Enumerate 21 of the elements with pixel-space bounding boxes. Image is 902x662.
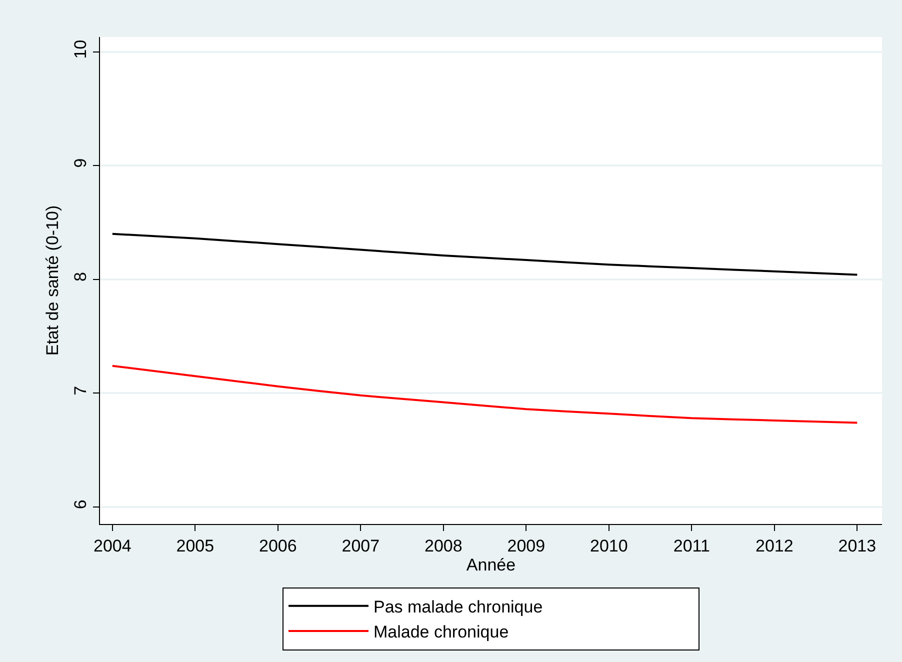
y-tick-label: 10: [71, 40, 90, 59]
y-tick-label: 9: [71, 158, 90, 168]
x-tick-label: 2007: [342, 536, 380, 556]
x-tick-label: 2013: [838, 536, 876, 556]
x-tick-label: 2008: [424, 536, 462, 556]
x-tick-label: 2006: [259, 536, 297, 556]
line-series: [111, 364, 858, 424]
y-tick-label: 7: [71, 386, 90, 396]
x-tick-label: 2012: [756, 536, 794, 556]
y-axis-title: Etat de santé (0-10): [42, 205, 62, 356]
line-series: [111, 232, 858, 276]
y-tick-label: 6: [71, 500, 90, 510]
legend-label: Malade chronique: [374, 622, 509, 642]
y-tick-label: 8: [71, 272, 90, 282]
x-tick-label: 2009: [507, 536, 546, 556]
x-tick-label: 2010: [590, 536, 628, 556]
legend-label: Pas malade chronique: [374, 597, 543, 616]
x-axis-title: Année: [466, 555, 516, 574]
x-tick-label: 2011: [673, 536, 710, 556]
x-tick-label: 2004: [93, 536, 132, 556]
x-tick-label: 2005: [176, 536, 214, 556]
